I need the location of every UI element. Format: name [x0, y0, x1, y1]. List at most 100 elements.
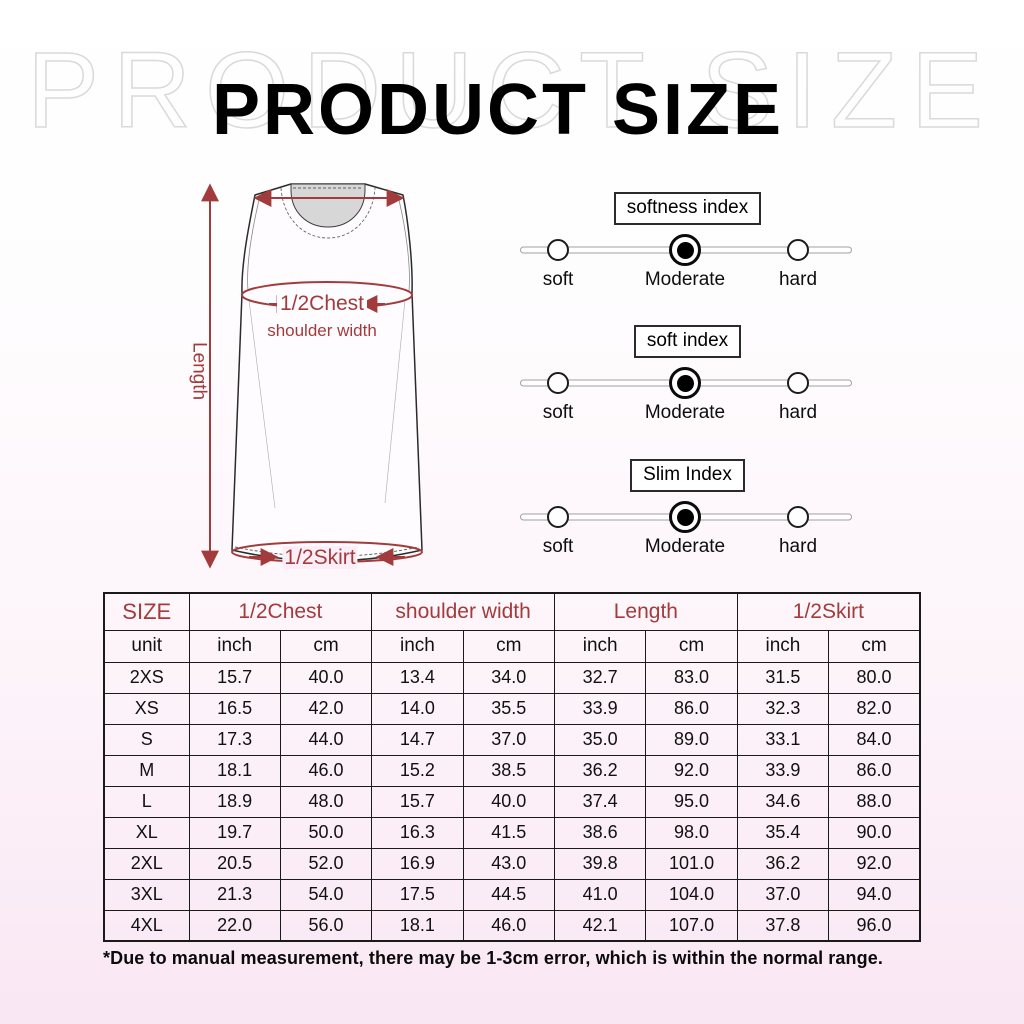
half-skirt-label: 1/2Skirt: [282, 546, 358, 570]
value-cell: 15.7: [188, 661, 281, 694]
value-cell: 83.0: [645, 661, 738, 694]
unit-cell: inch: [736, 629, 830, 663]
value-cell: 44.5: [462, 878, 556, 911]
unit-cell: cm: [462, 629, 556, 663]
unit-cell: inch: [553, 629, 647, 663]
value-cell: 54.0: [279, 878, 373, 911]
soft-index-slider: [520, 364, 855, 402]
size-cell: S: [103, 723, 190, 756]
value-cell: 32.3: [736, 692, 830, 725]
value-cell: 37.8: [736, 909, 830, 942]
value-cell: 38.6: [553, 816, 647, 849]
value-cell: 14.7: [371, 723, 464, 756]
soft-label: soft: [542, 402, 574, 423]
value-cell: 37.4: [553, 785, 647, 818]
size-cell: L: [103, 785, 190, 818]
value-cell: 92.0: [828, 847, 921, 880]
value-cell: 42.1: [553, 909, 647, 942]
value-cell: 18.1: [188, 754, 281, 787]
value-cell: 89.0: [645, 723, 738, 756]
hard-knob-icon: [787, 239, 809, 261]
value-cell: 52.0: [279, 847, 373, 880]
hard-label: hard: [778, 536, 818, 557]
moderate-selected-knob-icon: [669, 234, 701, 266]
value-cell: 36.2: [553, 754, 647, 787]
dress-illustration: [201, 183, 423, 569]
value-cell: 42.0: [279, 692, 373, 725]
value-cell: 34.0: [462, 661, 556, 694]
unit-cell: cm: [279, 629, 373, 663]
measurement-disclaimer: *Due to manual measurement, there may be…: [103, 948, 883, 968]
soft-knob-icon: [547, 506, 569, 528]
hard-knob-icon: [787, 506, 809, 528]
table-row: XS 16.5 42.0 14.0 35.5 33.9 86.0 32.3 82…: [103, 692, 921, 725]
value-cell: 18.1: [371, 909, 464, 942]
value-cell: 17.5: [371, 878, 464, 911]
size-cell: 4XL: [103, 909, 190, 942]
right-armhole-seam: [398, 199, 410, 292]
value-cell: 14.0: [371, 692, 464, 725]
value-cell: 35.5: [462, 692, 556, 725]
length-label: Length: [188, 342, 210, 401]
hard-label: hard: [778, 402, 818, 423]
value-cell: 18.9: [188, 785, 281, 818]
value-cell: 48.0: [279, 785, 373, 818]
page-title: PRODUCT SIZE: [211, 70, 785, 150]
left-armhole-seam: [247, 199, 260, 292]
hard-knob-icon: [787, 372, 809, 394]
value-cell: 41.0: [553, 878, 647, 911]
shoulder-width-label: shoulder width: [267, 321, 377, 340]
half-chest-label: 1/2Chest: [276, 292, 368, 316]
slim-index-block: Slim Index soft Moderate hard: [520, 459, 855, 560]
value-cell: 94.0: [828, 878, 921, 911]
softness-index-title: softness index: [613, 192, 762, 225]
table-header-row: SIZE 1/2Chest shoulder width Length 1/2S…: [103, 592, 921, 631]
value-cell: 50.0: [279, 816, 373, 849]
soft-index-title: soft index: [633, 325, 742, 358]
value-cell: 37.0: [736, 878, 830, 911]
value-cell: 95.0: [645, 785, 738, 818]
value-cell: 16.5: [188, 692, 281, 725]
soft-label: soft: [542, 269, 574, 290]
value-cell: 36.2: [736, 847, 830, 880]
value-cell: 39.8: [553, 847, 647, 880]
value-cell: 44.0: [279, 723, 373, 756]
unit-cell: cm: [645, 629, 738, 663]
value-cell: 40.0: [462, 785, 556, 818]
value-cell: 41.5: [462, 816, 556, 849]
moderate-selected-knob-icon: [669, 367, 701, 399]
value-cell: 40.0: [279, 661, 373, 694]
table-row: S 17.3 44.0 14.7 37.0 35.0 89.0 33.1 84.…: [103, 723, 921, 756]
value-cell: 32.7: [553, 661, 647, 694]
table-row: 3XL 21.3 54.0 17.5 44.5 41.0 104.0 37.0 …: [103, 878, 921, 911]
value-cell: 46.0: [279, 754, 373, 787]
value-cell: 19.7: [188, 816, 281, 849]
garment-diagram: shoulder width 1/2Chest Length 1/2Skirt: [175, 158, 475, 598]
value-cell: 38.5: [462, 754, 556, 787]
slim-index-slider: [520, 498, 855, 536]
moderate-label: Moderate: [644, 536, 726, 557]
moderate-label: Moderate: [644, 269, 726, 290]
size-cell: XS: [103, 692, 190, 725]
soft-index-block: soft index soft Moderate hard: [520, 325, 855, 426]
value-cell: 35.4: [736, 816, 830, 849]
table-row: 4XL 22.0 56.0 18.1 46.0 42.1 107.0 37.8 …: [103, 909, 921, 942]
value-cell: 16.9: [371, 847, 464, 880]
unit-label: unit: [103, 629, 190, 663]
value-cell: 80.0: [828, 661, 921, 694]
ghost-title-watermark: PRODUCT SIZE: [26, 29, 998, 150]
neckline-stitch-curve: [280, 187, 376, 239]
unit-cell: inch: [188, 629, 281, 663]
value-cell: 16.3: [371, 816, 464, 849]
value-cell: 33.1: [736, 723, 830, 756]
value-cell: 84.0: [828, 723, 921, 756]
table-row: 2XL 20.5 52.0 16.9 43.0 39.8 101.0 36.2 …: [103, 847, 921, 880]
value-cell: 15.7: [371, 785, 464, 818]
value-cell: 82.0: [828, 692, 921, 725]
length-column-header: Length: [554, 592, 738, 631]
value-cell: 107.0: [645, 909, 738, 942]
skirt-column-header: 1/2Skirt: [736, 592, 921, 631]
value-cell: 104.0: [645, 878, 738, 911]
value-cell: 98.0: [645, 816, 738, 849]
